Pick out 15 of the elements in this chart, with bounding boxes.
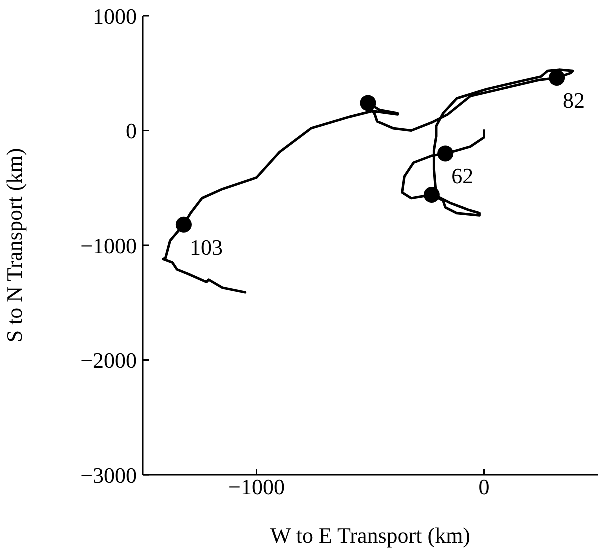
y-tick-label: −3000 (80, 462, 137, 488)
y-tick-label: 1000 (93, 4, 137, 29)
y-tick-label: −2000 (80, 348, 137, 374)
y-axis-title: S to N Transport (km) (2, 148, 27, 343)
annotation: 62 (452, 164, 474, 189)
point (360, 95, 376, 112)
point (176, 216, 192, 233)
x-axis-title: W to E Transport (km) (270, 523, 471, 548)
annotation: 103 (190, 234, 223, 260)
point (424, 187, 440, 204)
y-tick-label: −1000 (80, 233, 137, 258)
point (549, 70, 566, 86)
point (438, 146, 454, 162)
annotation: 82 (563, 88, 586, 113)
y-tick-label: 0 (126, 118, 137, 144)
